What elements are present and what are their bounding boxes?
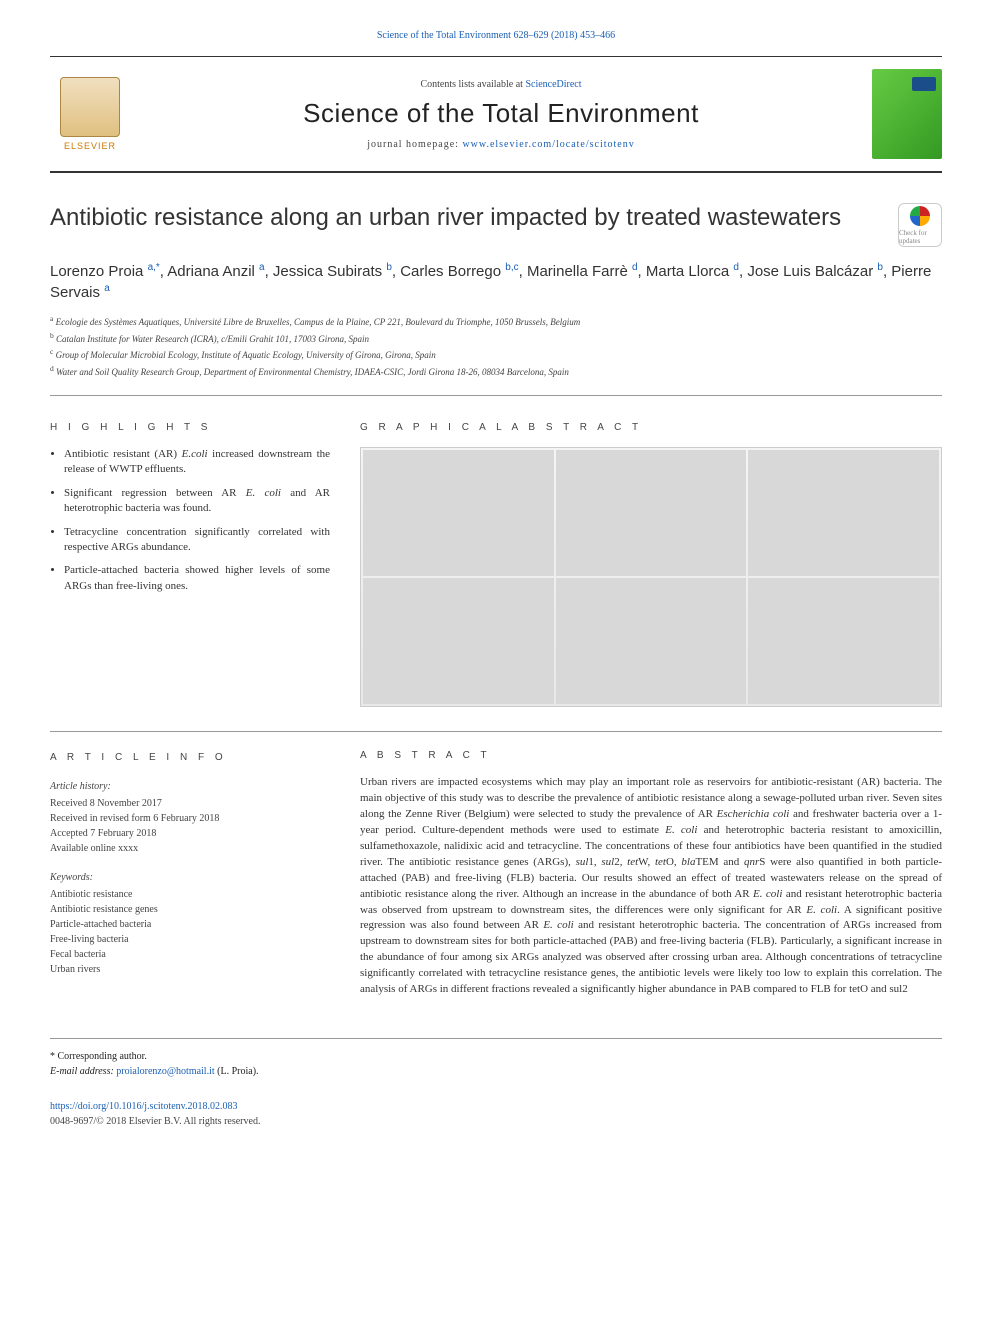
doi-link[interactable]: https://doi.org/10.1016/j.scitotenv.2018… <box>50 1099 942 1114</box>
updates-label: Check for updates <box>899 229 941 245</box>
check-updates-badge[interactable]: Check for updates <box>898 203 942 247</box>
abstract-text: Urban rivers are impacted ecosystems whi… <box>360 775 942 998</box>
info-abstract-row: A R T I C L E I N F O Article history: R… <box>50 750 942 998</box>
top-citation: Science of the Total Environment 628–629… <box>50 30 942 41</box>
journal-cover-thumb <box>872 69 942 159</box>
affiliation-line: a Ecologie des Systèmes Aquatiques, Univ… <box>50 313 942 330</box>
highlights-header: H I G H L I G H T S <box>50 422 330 433</box>
article-title: Antibiotic resistance along an urban riv… <box>50 203 878 233</box>
affiliations-block: a Ecologie des Systèmes Aquatiques, Univ… <box>50 313 942 396</box>
journal-banner: ELSEVIER Contents lists available at Sci… <box>50 56 942 173</box>
graphical-abstract-header: G R A P H I C A L A B S T R A C T <box>360 422 942 433</box>
abstract-header: A B S T R A C T <box>360 750 942 761</box>
section-divider <box>50 731 942 732</box>
elsevier-label: ELSEVIER <box>64 141 116 151</box>
article-info-col: A R T I C L E I N F O Article history: R… <box>50 750 330 998</box>
highlight-item: Antibiotic resistant (AR) E.coli increas… <box>64 447 330 478</box>
history-line: Available online xxxx <box>50 841 330 856</box>
history-header: Article history: <box>50 779 330 794</box>
graphical-abstract-image <box>360 447 942 707</box>
keyword-line: Free-living bacteria <box>50 932 330 947</box>
title-block: Antibiotic resistance along an urban riv… <box>50 203 942 247</box>
keyword-line: Particle-attached bacteria <box>50 917 330 932</box>
sciencedirect-link[interactable]: ScienceDirect <box>525 79 581 90</box>
keyword-line: Antibiotic resistance genes <box>50 902 330 917</box>
article-info-header: A R T I C L E I N F O <box>50 750 330 765</box>
homepage-link[interactable]: www.elsevier.com/locate/scitotenv <box>462 139 634 150</box>
homepage-line: journal homepage: www.elsevier.com/locat… <box>130 139 872 150</box>
keywords-lines: Antibiotic resistanceAntibiotic resistan… <box>50 887 330 977</box>
highlight-item: Tetracycline concentration significantly… <box>64 525 330 556</box>
keyword-line: Antibiotic resistance <box>50 887 330 902</box>
history-line: Received 8 November 2017 <box>50 796 330 811</box>
contents-line: Contents lists available at ScienceDirec… <box>130 79 872 90</box>
email-label: E-mail address: <box>50 1066 114 1077</box>
affiliation-line: c Group of Molecular Microbial Ecology, … <box>50 346 942 363</box>
contents-prefix: Contents lists available at <box>420 79 525 90</box>
keyword-line: Urban rivers <box>50 962 330 977</box>
history-lines: Received 8 November 2017Received in revi… <box>50 796 330 856</box>
affiliation-line: b Catalan Institute for Water Research (… <box>50 330 942 347</box>
corresponding-label: * Corresponding author. <box>50 1051 147 1062</box>
highlight-item: Significant regression between AR E. col… <box>64 486 330 517</box>
corresponding-line: * Corresponding author. E-mail address: … <box>50 1049 942 1079</box>
updates-ring-icon <box>910 206 930 226</box>
homepage-prefix: journal homepage: <box>367 139 462 150</box>
highlight-item: Particle-attached bacteria showed higher… <box>64 563 330 594</box>
abstract-col: A B S T R A C T Urban rivers are impacte… <box>360 750 942 998</box>
authors-line: Lorenzo Proia a,*, Adriana Anzil a, Jess… <box>50 261 942 303</box>
keywords-header: Keywords: <box>50 870 330 885</box>
copyright-line: 0048-9697/© 2018 Elsevier B.V. All right… <box>50 1114 942 1129</box>
elsevier-tree-icon <box>60 77 120 137</box>
footer-block: * Corresponding author. E-mail address: … <box>50 1038 942 1129</box>
highlights-graphical-row: H I G H L I G H T S Antibiotic resistant… <box>50 422 942 707</box>
corresponding-email[interactable]: proialorenzo@hotmail.it <box>116 1066 214 1077</box>
history-line: Received in revised form 6 February 2018 <box>50 811 330 826</box>
corresponding-name: (L. Proia). <box>217 1066 258 1077</box>
graphical-abstract-col: G R A P H I C A L A B S T R A C T <box>360 422 942 707</box>
elsevier-logo: ELSEVIER <box>50 69 130 159</box>
highlights-col: H I G H L I G H T S Antibiotic resistant… <box>50 422 330 707</box>
journal-name: Science of the Total Environment <box>130 98 872 129</box>
banner-center: Contents lists available at ScienceDirec… <box>130 79 872 150</box>
keyword-line: Fecal bacteria <box>50 947 330 962</box>
affiliation-line: d Water and Soil Quality Research Group,… <box>50 363 942 380</box>
highlights-list: Antibiotic resistant (AR) E.coli increas… <box>50 447 330 594</box>
history-line: Accepted 7 February 2018 <box>50 826 330 841</box>
